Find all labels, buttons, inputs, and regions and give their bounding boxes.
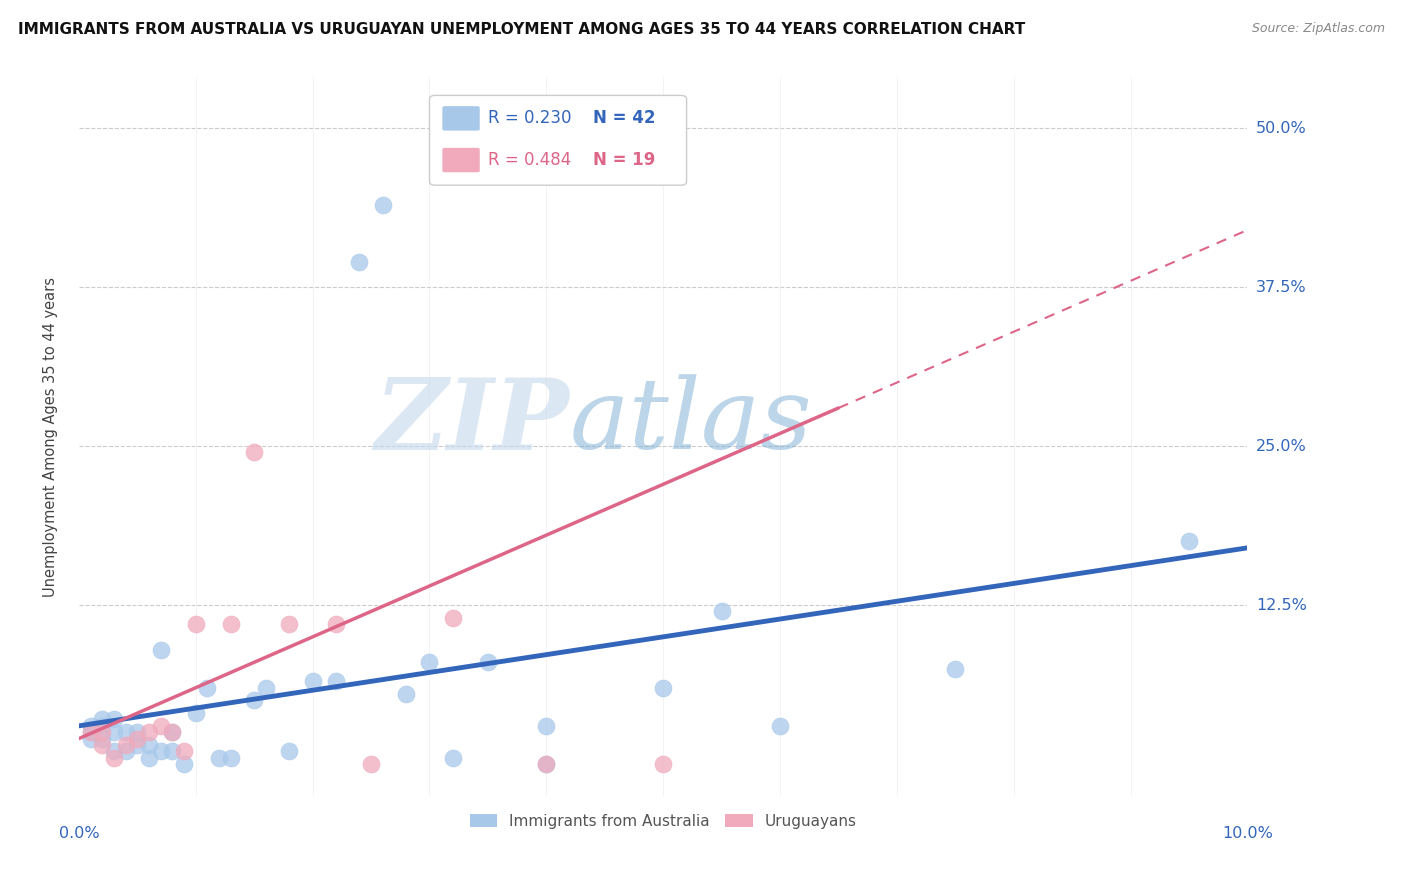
Point: [138, 725, 160, 739]
Point: [103, 744, 125, 758]
Legend: Immigrants from Australia, Uruguayans: Immigrants from Australia, Uruguayans: [464, 807, 863, 835]
Point: [114, 738, 136, 752]
Point: [278, 744, 301, 758]
Point: [769, 719, 792, 733]
Text: 10.0%: 10.0%: [1222, 826, 1272, 841]
Point: [536, 756, 558, 771]
Text: 12.5%: 12.5%: [1256, 598, 1306, 613]
Text: 0.0%: 0.0%: [59, 826, 100, 841]
Point: [173, 744, 195, 758]
Point: [536, 756, 558, 771]
Text: 37.5%: 37.5%: [1256, 280, 1306, 294]
Point: [652, 756, 675, 771]
Point: [371, 197, 394, 211]
Point: [325, 617, 347, 632]
Point: [243, 693, 266, 707]
Text: ZIP: ZIP: [375, 374, 569, 470]
Point: [149, 744, 172, 758]
Point: [127, 738, 149, 752]
Point: [477, 655, 499, 669]
Point: [441, 611, 464, 625]
Point: [173, 756, 195, 771]
Y-axis label: Unemployment Among Ages 35 to 44 years: Unemployment Among Ages 35 to 44 years: [44, 277, 58, 597]
Point: [325, 674, 347, 689]
Point: [91, 713, 114, 727]
Point: [127, 731, 149, 746]
Point: [103, 750, 125, 764]
Point: [254, 681, 277, 695]
Point: [360, 756, 382, 771]
Point: [79, 719, 101, 733]
Point: [208, 750, 231, 764]
Point: [1178, 534, 1201, 549]
FancyBboxPatch shape: [443, 106, 479, 130]
Text: R = 0.484: R = 0.484: [488, 151, 571, 169]
Point: [114, 744, 136, 758]
Point: [219, 750, 242, 764]
FancyBboxPatch shape: [429, 95, 686, 186]
Text: IMMIGRANTS FROM AUSTRALIA VS URUGUAYAN UNEMPLOYMENT AMONG AGES 35 TO 44 YEARS CO: IMMIGRANTS FROM AUSTRALIA VS URUGUAYAN U…: [18, 22, 1025, 37]
Text: Source: ZipAtlas.com: Source: ZipAtlas.com: [1251, 22, 1385, 36]
Point: [710, 604, 733, 618]
Point: [652, 681, 675, 695]
Point: [79, 725, 101, 739]
Point: [91, 719, 114, 733]
Point: [162, 725, 184, 739]
Point: [162, 744, 184, 758]
Point: [243, 445, 266, 459]
Point: [91, 725, 114, 739]
Point: [162, 725, 184, 739]
Point: [418, 655, 440, 669]
Point: [184, 706, 207, 720]
Point: [197, 681, 219, 695]
Point: [138, 738, 160, 752]
Text: N = 42: N = 42: [593, 110, 655, 128]
Point: [91, 738, 114, 752]
Point: [441, 750, 464, 764]
Point: [127, 725, 149, 739]
Point: [91, 731, 114, 746]
Point: [114, 725, 136, 739]
Text: N = 19: N = 19: [593, 151, 655, 169]
Point: [278, 617, 301, 632]
Point: [184, 617, 207, 632]
Point: [536, 719, 558, 733]
Text: 25.0%: 25.0%: [1256, 439, 1306, 454]
Point: [149, 719, 172, 733]
Point: [943, 662, 966, 676]
Point: [103, 713, 125, 727]
Text: 50.0%: 50.0%: [1256, 120, 1306, 136]
Text: atlas: atlas: [569, 375, 813, 470]
Point: [79, 725, 101, 739]
Text: R = 0.230: R = 0.230: [488, 110, 571, 128]
FancyBboxPatch shape: [443, 148, 479, 172]
Point: [219, 617, 242, 632]
Point: [301, 674, 323, 689]
Point: [103, 725, 125, 739]
Point: [349, 254, 371, 268]
Point: [395, 687, 418, 701]
Point: [79, 731, 101, 746]
Point: [138, 750, 160, 764]
Point: [149, 642, 172, 657]
